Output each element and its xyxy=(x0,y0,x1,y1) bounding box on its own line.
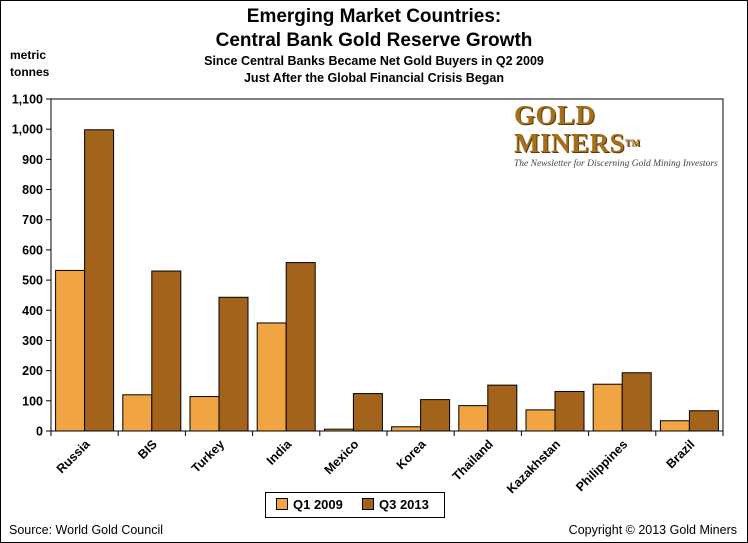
chart-subtitle-line2: Just After the Global Financial Crisis B… xyxy=(243,71,504,85)
y-tick-label: 900 xyxy=(22,153,43,167)
y-tick-label: 1,100 xyxy=(12,93,43,107)
bar-thailand-q1-2009 xyxy=(458,405,489,432)
y-tick-label: 300 xyxy=(22,334,43,348)
bar-korea-q1-2009 xyxy=(391,426,422,432)
x-tick-label: Russia xyxy=(54,436,94,476)
x-tick-label: Korea xyxy=(394,436,430,472)
bar-thailand-q3-2013 xyxy=(487,384,518,432)
chart-title: Emerging Market Countries: xyxy=(246,6,502,27)
y-axis-label-line1: metric xyxy=(10,48,47,62)
legend-label-q3-2013: Q3 2013 xyxy=(379,497,429,512)
gold-miners-logo: GOLD MINERSTM The Newsletter for Discern… xyxy=(514,101,729,169)
y-tick-label: 0 xyxy=(36,425,43,439)
bar-turkey-q3-2013 xyxy=(218,296,249,432)
bar-india-q1-2009 xyxy=(256,322,287,432)
x-tick-label: BIS xyxy=(135,437,160,462)
legend-swatch-q1-2009 xyxy=(276,498,288,510)
y-tick-label: 700 xyxy=(22,213,43,227)
y-axis-label-line2: tonnes xyxy=(10,65,50,79)
legend-item-q3-2013: Q3 2013 xyxy=(362,497,429,512)
bar-bis-q1-2009 xyxy=(122,394,153,432)
y-tick-label: 800 xyxy=(22,183,43,197)
y-tick-label: 500 xyxy=(22,274,43,288)
y-tick-label: 1,000 xyxy=(12,123,43,137)
logo-tagline: The Newsletter for Discerning Gold Minin… xyxy=(514,159,718,169)
x-tick-label: Thailand xyxy=(450,437,496,483)
bar-kazakhstan-q3-2013 xyxy=(554,390,585,432)
chart-subtitle: Since Central Banks Became Net Gold Buye… xyxy=(204,54,544,68)
logo-name: GOLD MINERS xyxy=(514,100,626,158)
y-tick-label: 400 xyxy=(22,304,43,318)
x-tick-label: Kazakhstan xyxy=(504,437,563,496)
legend-swatch-q3-2013 xyxy=(362,498,374,510)
bar-bis-q3-2013 xyxy=(151,270,182,432)
x-tick-label: Mexico xyxy=(322,437,362,477)
bar-russia-q1-2009 xyxy=(55,269,86,432)
x-tick-label: Philippines xyxy=(573,437,630,494)
y-axis-label: metric tonnes xyxy=(10,47,49,81)
legend-label-q1-2009: Q1 2009 xyxy=(293,497,343,512)
x-tick-label: Turkey xyxy=(189,437,227,475)
bar-brazil-q3-2013 xyxy=(688,410,719,432)
bar-russia-q3-2013 xyxy=(84,129,115,432)
legend-item-q1-2009: Q1 2009 xyxy=(276,497,343,512)
logo-trademark: TM xyxy=(625,138,641,148)
bar-mexico-q1-2009 xyxy=(323,428,354,432)
legend: Q1 2009 Q3 2013 xyxy=(265,492,445,518)
y-tick-label: 100 xyxy=(22,394,43,408)
bar-philippines-q3-2013 xyxy=(621,372,652,432)
bar-india-q3-2013 xyxy=(285,262,316,432)
y-tick-label: 200 xyxy=(22,364,43,378)
copyright-note: Copyright © 2013 Gold Miners xyxy=(568,523,737,537)
x-tick-label: India xyxy=(264,436,295,467)
bar-brazil-q1-2009 xyxy=(659,420,690,432)
bar-philippines-q1-2009 xyxy=(592,383,623,432)
bar-korea-q3-2013 xyxy=(420,399,451,432)
y-tick-label: 600 xyxy=(22,243,43,257)
bar-mexico-q3-2013 xyxy=(352,393,383,432)
bar-kazakhstan-q1-2009 xyxy=(525,409,556,432)
logo-wordmark: GOLD MINERSTM xyxy=(514,101,729,157)
source-note: Source: World Gold Council xyxy=(9,523,164,537)
x-tick-label: Brazil xyxy=(664,437,698,471)
bar-turkey-q1-2009 xyxy=(189,396,220,432)
chart-title-line2: Central Bank Gold Reserve Growth xyxy=(215,30,533,51)
